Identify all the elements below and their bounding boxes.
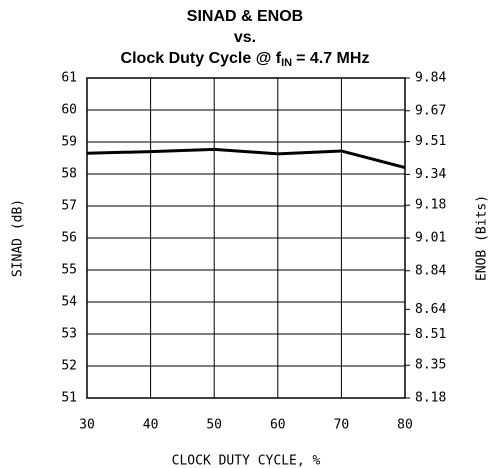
y-tick-label: 57 xyxy=(61,199,77,214)
y-tick-label: 53 xyxy=(61,327,77,342)
x-tick-label: 50 xyxy=(206,418,222,433)
y-tick-label: 61 xyxy=(61,71,77,86)
y-tick-label: 52 xyxy=(61,359,77,374)
y2-tick-label: 8.51 xyxy=(415,327,446,342)
y-tick-label: 51 xyxy=(61,391,77,406)
x-axis-label: CLOCK DUTY CYCLE, % xyxy=(172,454,321,468)
y-tick-label: 56 xyxy=(61,231,77,246)
y2-tick-label: 8.35 xyxy=(415,358,446,373)
data-line xyxy=(86,147,406,170)
y-axis-label: SINAD (dB) xyxy=(11,199,26,277)
y-tick-label: 54 xyxy=(61,295,77,310)
y2-tick-label: 9.34 xyxy=(415,167,446,182)
y2-tick-label: 9.84 xyxy=(415,71,446,86)
x-tick-label: 70 xyxy=(334,418,350,433)
chart-title-subscript: IN xyxy=(281,57,292,69)
chart-title: Clock Duty Cycle @ f xyxy=(121,50,282,67)
y2-tick-label: 9.67 xyxy=(415,103,446,118)
x-tick-label: 30 xyxy=(79,418,95,433)
y2-tick-label: 9.18 xyxy=(415,198,446,213)
y2-tick-label: 8.18 xyxy=(415,391,446,406)
y-tick-label: 55 xyxy=(61,263,77,278)
y2-tick-label: 9.01 xyxy=(415,231,446,246)
y-tick-label: 58 xyxy=(61,167,77,182)
y2-tick-label: 8.84 xyxy=(415,263,446,278)
x-tick-label: 60 xyxy=(270,418,286,433)
y-tick-label: 60 xyxy=(61,103,77,118)
chart-title: SINAD & ENOB xyxy=(187,8,303,25)
chart-title: Clock Duty Cycle @ fIN = 4.7 MHz xyxy=(121,50,370,69)
y2-tick-label: 9.51 xyxy=(415,134,446,149)
y-tick-label: 59 xyxy=(61,135,77,150)
y2-axis-label: ENOB (Bits) xyxy=(475,195,490,281)
chart-title: = 4.7 MHz xyxy=(296,50,369,67)
chart-title: vs. xyxy=(234,29,256,46)
x-tick-label: 80 xyxy=(397,418,413,433)
x-tick-label: 40 xyxy=(143,418,159,433)
y2-tick-label: 8.64 xyxy=(415,302,446,317)
